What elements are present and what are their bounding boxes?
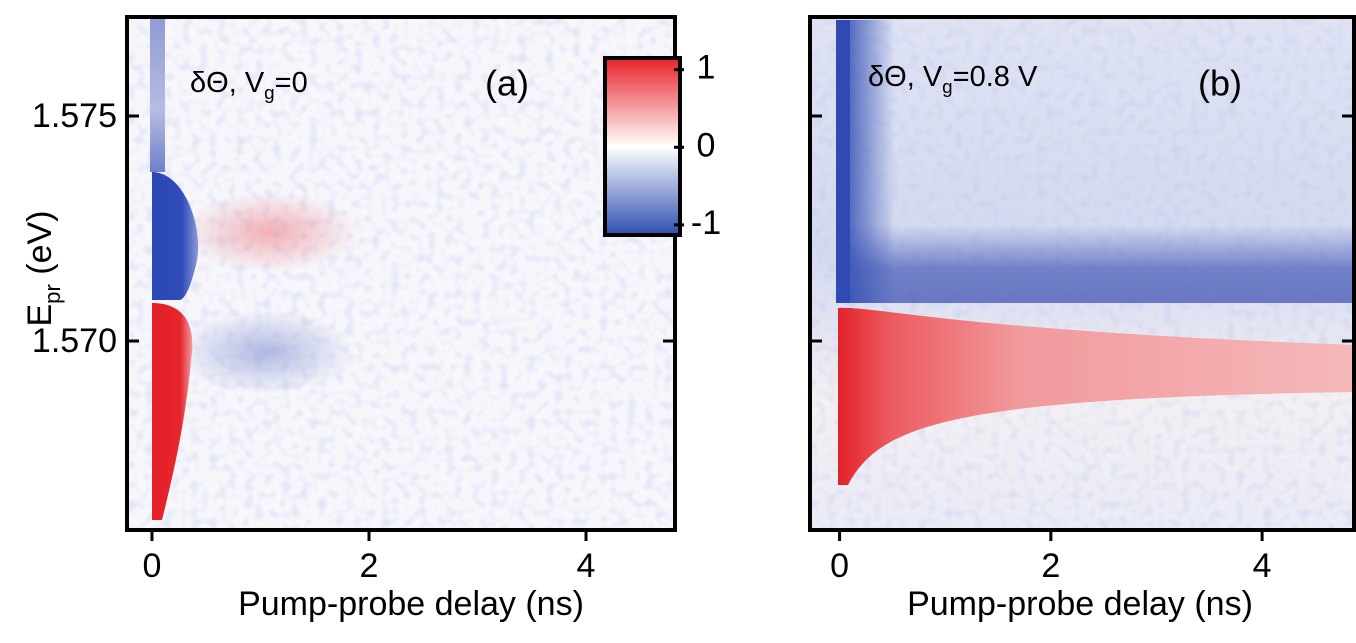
colorbar-tick-label: 0: [697, 126, 716, 164]
x-tick-label: 4: [577, 547, 596, 585]
annotation-sub: g: [264, 82, 274, 103]
x-tick-label: 2: [360, 547, 379, 585]
y-axis-label-rest: (eV): [21, 210, 59, 284]
x-tick-label: 4: [1253, 547, 1272, 585]
panel-label: (a): [485, 63, 529, 104]
x-axis-label: Pump-probe delay (ns): [907, 585, 1253, 623]
y-axis-label-sub: pr: [40, 284, 65, 304]
y-axis-label-main: E: [21, 304, 59, 327]
annotation-rest: =0: [275, 67, 308, 99]
y-tick-label: 1.570: [32, 322, 117, 360]
plot-frame: [125, 15, 677, 532]
annotation: δΘ, Vg=0.8 V: [868, 61, 1038, 98]
heatmap-image: [127, 17, 675, 530]
annotation-sub: g: [942, 76, 952, 97]
annotation-main: δΘ, V: [190, 67, 265, 99]
annotation: δΘ, Vg=0: [190, 67, 308, 104]
x-tick-label: 2: [1041, 547, 1060, 585]
annotation-main: δΘ, V: [868, 61, 943, 93]
x-axis-label: Pump-probe delay (ns): [238, 585, 584, 623]
colorbar-tick-label: 1: [697, 49, 716, 87]
panel-label: (b): [1198, 63, 1242, 104]
heatmap-image: [810, 17, 1354, 530]
x-tick-label: 0: [142, 547, 161, 585]
y-axis-label: Epr (eV): [21, 210, 65, 326]
annotation-rest: =0.8 V: [953, 61, 1038, 93]
plot-frame: [808, 15, 1356, 532]
x-tick-label: 0: [830, 547, 849, 585]
colorbar-tick-label: -1: [691, 204, 721, 242]
y-tick-label: 1.575: [32, 97, 117, 135]
colorbar: [603, 56, 682, 237]
